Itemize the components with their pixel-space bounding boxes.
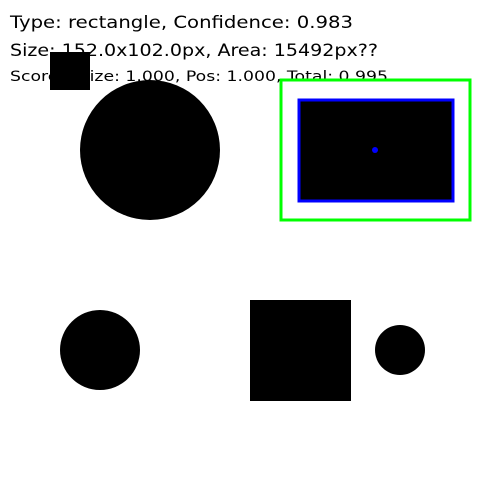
circle xyxy=(80,80,220,220)
square xyxy=(250,300,351,401)
info-line: Type: rectangle, Confidence: 0.983 xyxy=(9,13,353,33)
circle xyxy=(375,325,425,375)
info-line: Size: 152.0x102.0px, Area: 15492px?? xyxy=(10,41,378,61)
center-point xyxy=(372,147,378,153)
detection-box xyxy=(279,78,472,222)
circle xyxy=(60,310,140,390)
small-square xyxy=(50,52,90,90)
